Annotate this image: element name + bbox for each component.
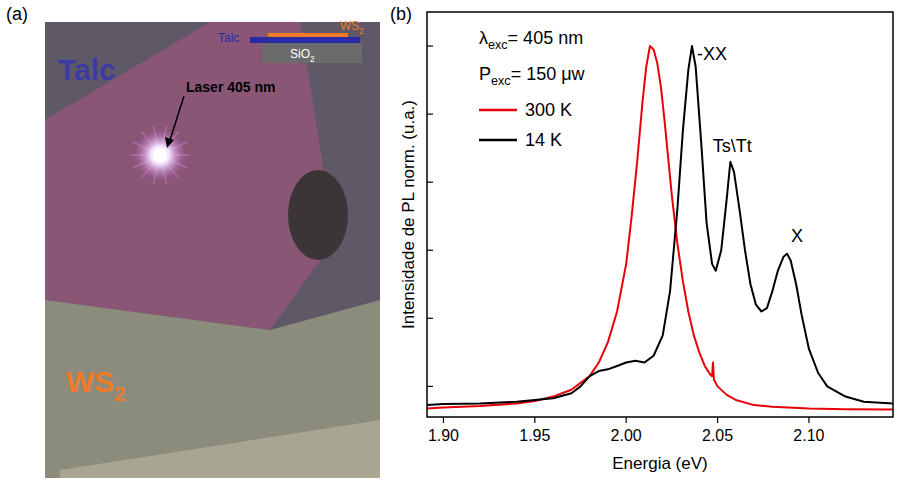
y-tick (427, 182, 433, 183)
plot-frame (427, 12, 893, 417)
text-part: SiO (290, 47, 310, 61)
x-tick (717, 417, 718, 423)
y-tick (427, 114, 433, 115)
legend-label: 300 K (525, 100, 572, 120)
series-line (427, 46, 893, 409)
pointer-arrow (170, 96, 184, 140)
subscript: 2 (310, 54, 315, 64)
inset-layer (250, 37, 360, 43)
y-tick (427, 250, 433, 251)
text-part: = 405 nm (508, 28, 584, 48)
y-tick (427, 318, 433, 319)
inset-label: Talc (218, 31, 239, 45)
x-tick-label: 2.10 (793, 427, 824, 444)
subscript: exc (491, 74, 511, 88)
y-tick (427, 45, 433, 46)
text-part: WS (340, 19, 359, 33)
subscript: exc (488, 38, 508, 52)
arrow-head (165, 137, 174, 148)
x-tick-label: 2.00 (611, 427, 642, 444)
panel-label: (b) (390, 4, 412, 24)
x-axis-title: Energia (eV) (612, 454, 707, 473)
text-part: WS (66, 365, 114, 398)
pointer-label: Laser 405 nm (186, 79, 276, 95)
inset-layer (268, 33, 348, 37)
peak-label: X (791, 226, 803, 246)
x-tick (808, 417, 809, 423)
text-part: = 150 μw (511, 64, 586, 84)
substrate (45, 22, 380, 478)
peak-label: -XX (697, 44, 727, 64)
y-axis-title: Intensidade de PL norm. (u.a.) (399, 100, 418, 329)
figure: (a)TalcWS2Laser 405 nmTalcWS2SiO2(b)1.90… (0, 0, 900, 491)
legend-swatch (479, 109, 517, 112)
series-line (427, 46, 893, 405)
x-tick-label: 1.90 (428, 427, 459, 444)
legend-label: 14 K (525, 130, 562, 150)
y-tick (427, 386, 433, 387)
inset-layer (262, 43, 362, 63)
x-tick (443, 417, 444, 423)
annotation: Pexc= 150 μw (479, 64, 586, 88)
plot-lines (427, 46, 893, 409)
inset-label: WS2 (340, 19, 364, 36)
x-tick (534, 417, 535, 423)
lower-region (45, 300, 380, 478)
region-label: Talc (58, 53, 116, 86)
peak-label: Ts\Tt (713, 136, 752, 156)
annotation: λexc= 405 nm (479, 28, 583, 52)
x-tick-label: 2.05 (702, 427, 733, 444)
micrograph (45, 22, 380, 478)
region-label: WS2 (66, 365, 126, 405)
laser-glow (134, 129, 186, 181)
x-tick (626, 417, 627, 423)
dark-spot (288, 170, 348, 260)
subscript: 2 (359, 26, 364, 36)
text-part: λ (479, 28, 488, 48)
inset-label: SiO2 (290, 47, 315, 64)
flake (45, 22, 335, 330)
subscript: 2 (114, 382, 126, 405)
text-part: P (479, 64, 491, 84)
legend-swatch (479, 139, 517, 142)
laser-spot (153, 148, 167, 162)
panel-label: (a) (6, 4, 28, 24)
lower-edge (60, 420, 380, 478)
x-tick-label: 1.95 (519, 427, 550, 444)
